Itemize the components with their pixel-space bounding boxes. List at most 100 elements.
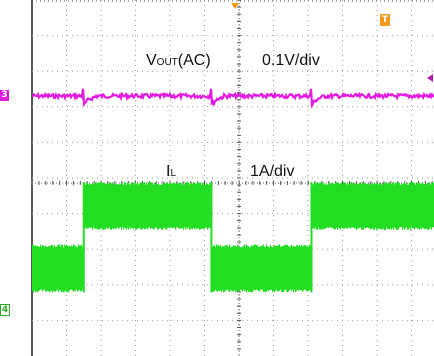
il-trace-sample	[86, 182, 88, 229]
il-trace-sample	[65, 246, 67, 291]
il-trace-sample	[106, 183, 108, 228]
il-trace-sample	[367, 183, 369, 228]
il-trace-sample	[271, 246, 273, 290]
il-trace-sample	[289, 246, 291, 290]
il-trace-sample	[146, 183, 148, 228]
il-trace-sample	[429, 182, 431, 229]
il-trace-sample	[81, 245, 83, 292]
il-trace-sample	[174, 182, 176, 228]
il-trace-sample	[385, 182, 387, 230]
il-trace-sample	[149, 182, 151, 228]
il-trace-sample	[285, 245, 287, 290]
il-trace-sample	[120, 184, 122, 227]
il-trace-sample	[364, 182, 366, 227]
il-trace-sample	[337, 182, 339, 230]
il-trace-sample	[244, 244, 246, 291]
il-trace-sample	[426, 184, 428, 229]
il-trace-sample	[331, 183, 333, 228]
il-trace-sample	[116, 184, 118, 229]
il-trace-sample	[272, 247, 274, 293]
il-trace-sample	[374, 182, 376, 230]
il-trace-sample	[281, 246, 283, 293]
il-trace-sample	[61, 244, 63, 293]
il-trace-sample	[136, 183, 138, 230]
il-trace-sample	[237, 244, 239, 292]
il-trace-sample	[58, 244, 60, 292]
il-trace-sample	[400, 184, 402, 228]
il-trace-sample	[114, 184, 116, 228]
il-channel-label: IL	[166, 163, 176, 181]
il-trace-sample	[384, 183, 386, 230]
il-trace-sample	[399, 182, 401, 228]
il-trace-sample	[212, 247, 214, 292]
il-trace-sample	[219, 246, 221, 291]
il-trace-sample	[351, 182, 353, 228]
il-trace-sample	[382, 182, 384, 230]
il-trace-sample	[238, 247, 240, 291]
il-trace-sample	[329, 182, 331, 228]
il-trace-sample	[305, 245, 307, 290]
il-trace-sample	[182, 184, 184, 228]
il-trace-sample	[193, 182, 195, 228]
il-trace-sample	[309, 244, 311, 290]
il-trace-sample	[185, 182, 187, 230]
il-trace-sample	[350, 184, 352, 228]
il-trace-sample	[89, 182, 91, 228]
il-trace-sample	[62, 244, 64, 292]
il-trace-sample	[380, 183, 382, 229]
il-trace-sample	[408, 184, 410, 230]
il-trace-sample	[414, 182, 416, 230]
il-trace-sample	[343, 182, 345, 229]
il-trace-sample	[189, 184, 191, 230]
il-trace-sample	[359, 182, 361, 228]
il-trace-sample	[417, 182, 419, 229]
il-trace-sample	[404, 182, 406, 230]
il-trace-sample	[303, 245, 305, 291]
il-trace-sample	[340, 183, 342, 230]
il-trace-sample	[314, 182, 316, 230]
il-trace-sample	[317, 183, 319, 230]
il-trace-edge	[82, 182, 85, 293]
il-trace-sample	[383, 184, 385, 229]
il-trace-sample	[386, 182, 388, 228]
il-trace-sample	[345, 182, 347, 228]
il-trace-sample	[249, 247, 251, 292]
il-trace-sample	[320, 182, 322, 230]
il-trace-sample	[390, 183, 392, 229]
il-trace-sample	[235, 246, 237, 292]
il-trace-sample	[425, 184, 427, 229]
vout-trace	[31, 88, 434, 109]
vout-label-main: V	[146, 52, 157, 69]
il-trace-sample	[131, 183, 133, 228]
il-trace-sample	[316, 182, 318, 230]
il-trace-sample	[68, 245, 70, 293]
il-trace-sample	[353, 183, 355, 228]
il-trace-sample	[103, 182, 105, 230]
il-trace-sample	[412, 182, 414, 229]
il-trace-sample	[422, 182, 424, 228]
il-trace-sample	[420, 184, 422, 228]
il-trace-sample	[43, 245, 45, 290]
il-trace-sample	[79, 245, 81, 290]
il-trace-sample	[54, 245, 56, 292]
il-trace-sample	[187, 182, 189, 229]
il-trace-sample	[251, 245, 253, 292]
il-trace-sample	[172, 183, 174, 229]
il-trace-sample	[153, 184, 155, 230]
il-trace-sample	[190, 183, 192, 230]
il-trace-sample	[377, 184, 379, 230]
il-trace-sample	[344, 183, 346, 229]
il-trace-sample	[207, 184, 209, 230]
il-trace-sample	[69, 246, 71, 291]
il-trace-sample	[313, 184, 315, 229]
il-trace-sample	[163, 183, 165, 229]
il-trace-sample	[139, 183, 141, 228]
il-trace-sample	[225, 245, 227, 291]
il-trace-sample	[387, 183, 389, 229]
il-trace-sample	[164, 183, 166, 228]
il-trace-sample	[55, 247, 57, 292]
il-trace-sample	[78, 244, 80, 291]
traces	[31, 88, 434, 293]
il-trace-sample	[36, 245, 38, 292]
il-trace-sample	[181, 183, 183, 229]
